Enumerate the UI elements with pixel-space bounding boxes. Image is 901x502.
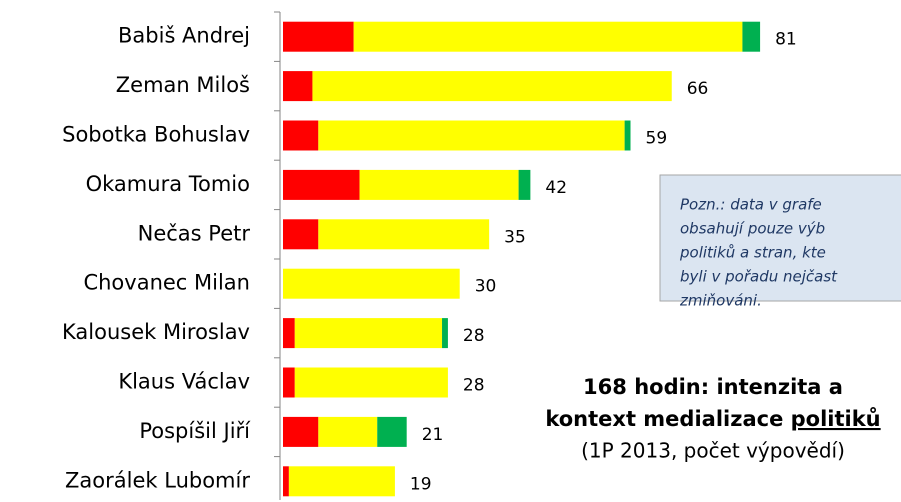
category-label: Klaus Václav (118, 370, 250, 394)
category-label: Kalousek Miroslav (62, 320, 250, 344)
category-label: Nečas Petr (138, 221, 251, 245)
bar-segment (624, 120, 631, 151)
category-label: Pospíšil Jiří (139, 419, 251, 443)
bar-segment (742, 21, 761, 52)
note-line: obsahují pouze výb (680, 220, 825, 238)
total-label: 21 (422, 425, 444, 445)
category-label: Zeman Miloš (116, 73, 250, 97)
note-box (659, 174, 901, 302)
bar-segment (283, 71, 313, 102)
bar-segment (283, 21, 354, 52)
note-line: byli v pořadu nejčast (680, 268, 838, 286)
title-line1: 168 hodin: intenzita a (583, 375, 843, 399)
bar-segment (359, 169, 519, 200)
bar-segment (283, 416, 319, 447)
bar-segment (283, 318, 295, 349)
bar-segment (283, 268, 460, 299)
note-line: politiků a stran, kte (679, 244, 826, 262)
total-label: 66 (687, 79, 709, 99)
bar-segment (318, 120, 625, 151)
title-underlined: politiků (791, 407, 881, 431)
note-line: zmiňováni. (679, 292, 762, 310)
bar-segment (442, 318, 448, 349)
total-label: 81 (775, 30, 797, 50)
bar-segment (283, 120, 319, 151)
bar-segment (283, 466, 289, 497)
bar-segment (283, 219, 319, 250)
note-line: Pozn.: data v grafe (680, 196, 822, 214)
bar-segment (294, 318, 443, 349)
bar-segment (312, 71, 672, 102)
bar-segment (288, 466, 395, 497)
bar-segment (283, 169, 360, 200)
total-label: 59 (646, 129, 668, 149)
category-label: Sobotka Bohuslav (62, 123, 250, 147)
title-line2: kontext medializace politiků (545, 407, 880, 431)
title-line2-text: kontext medializace (545, 407, 790, 431)
total-label: 28 (463, 376, 485, 396)
bar-segment (353, 21, 743, 52)
total-label: 28 (463, 326, 485, 346)
total-label: 42 (545, 178, 567, 198)
total-label: 30 (475, 277, 497, 297)
category-label: Okamura Tomio (86, 172, 250, 196)
bar-segment (283, 367, 295, 398)
bar-segment (377, 416, 407, 447)
bar-segment (318, 219, 490, 250)
total-label: 35 (504, 227, 526, 247)
bar-segment (294, 367, 448, 398)
subtitle: (1P 2013, počet výpovědí) (581, 439, 845, 463)
category-label: Zaorálek Lubomír (65, 468, 250, 492)
bar-segment (518, 169, 531, 200)
bar-segment (318, 416, 378, 447)
category-label: Chovanec Milan (83, 271, 250, 295)
total-label: 19 (410, 474, 432, 494)
category-label: Babiš Andrej (118, 24, 250, 48)
